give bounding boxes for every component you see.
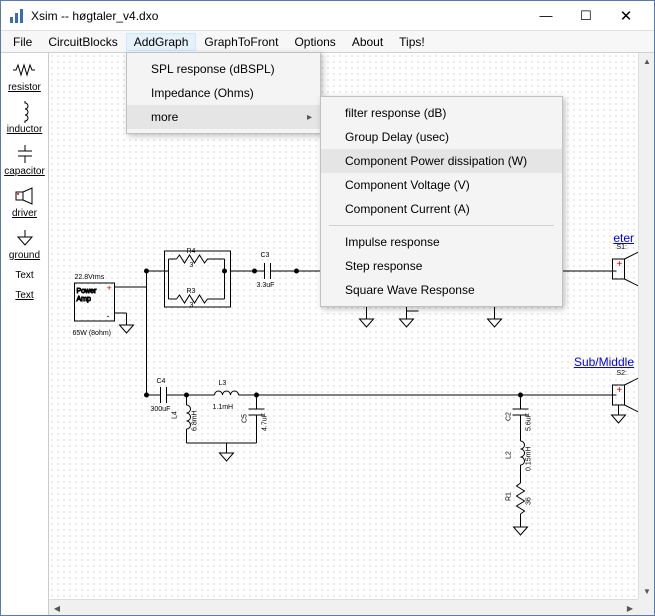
menuitem-filter-response[interactable]: filter response (dB) <box>321 101 562 125</box>
tool-label: Text <box>15 270 33 281</box>
submid-label[interactable]: Sub/Middle <box>574 355 634 369</box>
svg-text:4.7uF: 4.7uF <box>262 413 269 431</box>
scrollbar-horizontal[interactable]: ◀ ▶ <box>49 599 638 615</box>
svg-text:C2: C2 <box>506 412 513 421</box>
menu-circuitblocks[interactable]: CircuitBlocks <box>40 33 125 51</box>
menuitem-step[interactable]: Step response <box>321 254 562 278</box>
tool-ground[interactable]: ground <box>3 225 47 263</box>
menuitem-spl[interactable]: SPL response (dBSPL) <box>127 57 320 81</box>
menu-about[interactable]: About <box>344 33 391 51</box>
menuitem-component-voltage[interactable]: Component Voltage (V) <box>321 173 562 197</box>
svg-text:5.6uF: 5.6uF <box>526 413 533 431</box>
svg-text:3: 3 <box>190 262 194 269</box>
window-title: Xsim -- høgtaler_v4.dxo <box>31 9 526 23</box>
menuitem-impedance[interactable]: Impedance (Ohms) <box>127 81 320 105</box>
tool-inductor[interactable]: inductor <box>3 99 47 137</box>
tool-label: resistor <box>8 82 41 93</box>
svg-text:Power: Power <box>77 288 98 295</box>
tweeter-label[interactable]: eter <box>613 231 634 245</box>
menu-graphtofront[interactable]: GraphToFront <box>196 33 286 51</box>
menubar: File CircuitBlocks AddGraph GraphToFront… <box>1 31 654 53</box>
menuitem-more-label: more <box>151 110 178 124</box>
chevron-right-icon: ▸ <box>307 112 312 123</box>
tool-driver[interactable]: driver <box>3 183 47 221</box>
scroll-down-icon[interactable]: ▼ <box>639 583 654 599</box>
menu-addgraph[interactable]: AddGraph <box>126 33 197 51</box>
menuitem-square-wave[interactable]: Square Wave Response <box>321 278 562 302</box>
svg-text:3: 3 <box>190 302 194 309</box>
menuitem-more[interactable]: more ▸ <box>127 105 320 129</box>
svg-text:300uF: 300uF <box>151 406 171 413</box>
app-icon <box>9 8 25 24</box>
svg-text:L4: L4 <box>172 411 179 419</box>
tool-label: driver <box>12 208 37 219</box>
scroll-left-icon[interactable]: ◀ <box>49 600 65 615</box>
maximize-button[interactable]: ☐ <box>566 2 606 30</box>
svg-text:R3: R3 <box>187 288 196 295</box>
svg-text:Amp: Amp <box>77 296 92 303</box>
svg-text:36: 36 <box>526 497 533 505</box>
inductor-icon <box>11 101 39 123</box>
svg-text:+: + <box>107 283 112 293</box>
tool-label: ground <box>9 250 40 261</box>
ground-icon <box>11 227 39 249</box>
scroll-right-icon[interactable]: ▶ <box>622 600 638 615</box>
app-window: Xsim -- høgtaler_v4.dxo — ☐ ✕ File Circu… <box>0 0 655 616</box>
svg-text:S2:: S2: <box>617 370 628 377</box>
svg-text:+: + <box>617 385 623 396</box>
svg-text:C3: C3 <box>261 252 270 259</box>
driver-icon <box>11 185 39 207</box>
menuitem-component-current[interactable]: Component Current (A) <box>321 197 562 221</box>
menuitem-impulse[interactable]: Impulse response <box>321 230 562 254</box>
tool-resistor[interactable]: resistor <box>3 57 47 95</box>
menuitem-power-dissipation[interactable]: Component Power dissipation (W) <box>321 149 562 173</box>
component-palette: resistor inductor capacitor driver <box>1 53 49 615</box>
resistor-icon <box>11 59 39 81</box>
tool-label: capacitor <box>4 166 45 177</box>
svg-text:R1: R1 <box>506 492 513 501</box>
svg-text:1.1mH: 1.1mH <box>213 404 234 411</box>
menu-tips[interactable]: Tips! <box>391 33 433 51</box>
titlebar: Xsim -- høgtaler_v4.dxo — ☐ ✕ <box>1 1 654 31</box>
tool-label: Text <box>15 290 33 301</box>
tool-capacitor[interactable]: capacitor <box>3 141 47 179</box>
scroll-corner <box>638 599 654 615</box>
tool-text-link[interactable]: Text <box>3 287 47 303</box>
svg-text:0.15mH: 0.15mH <box>526 446 533 471</box>
window-buttons: — ☐ ✕ <box>526 2 646 30</box>
addgraph-dropdown: SPL response (dBSPL) Impedance (Ohms) mo… <box>126 52 321 134</box>
tool-label: inductor <box>7 124 43 135</box>
more-submenu: filter response (dB) Group Delay (usec) … <box>320 96 563 307</box>
svg-text:3.3uF: 3.3uF <box>257 282 275 289</box>
tool-text[interactable]: Text <box>3 267 47 283</box>
menu-options[interactable]: Options <box>286 33 343 51</box>
scrollbar-vertical[interactable]: ▲ ▼ <box>638 53 654 615</box>
menuitem-group-delay[interactable]: Group Delay (usec) <box>321 125 562 149</box>
amp-voltage: 22.8Vrms <box>75 274 105 281</box>
capacitor-icon <box>11 143 39 165</box>
svg-text:C4: C4 <box>157 378 166 385</box>
svg-text:S1:: S1: <box>617 244 628 251</box>
svg-text:6.8mH: 6.8mH <box>192 410 199 431</box>
amp-power: 65W (8ohm) <box>73 330 112 337</box>
svg-text:L2: L2 <box>506 451 513 459</box>
svg-text:+: + <box>617 259 623 270</box>
close-button[interactable]: ✕ <box>606 2 646 30</box>
svg-text:C5: C5 <box>242 414 249 423</box>
menu-separator <box>329 225 554 226</box>
menu-file[interactable]: File <box>5 33 40 51</box>
minimize-button[interactable]: — <box>526 2 566 30</box>
scroll-up-icon[interactable]: ▲ <box>639 53 654 69</box>
svg-text:-: - <box>107 311 110 321</box>
svg-text:L3: L3 <box>219 380 227 387</box>
